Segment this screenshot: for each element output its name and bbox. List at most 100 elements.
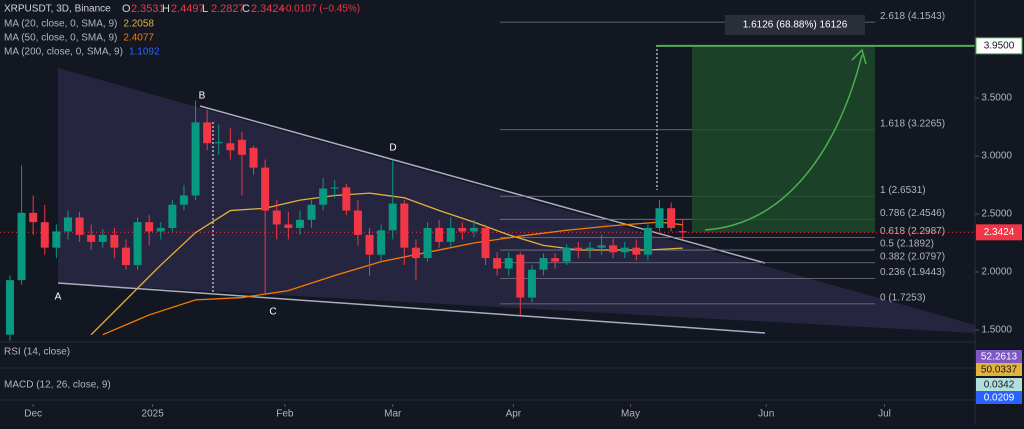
y-tick-label: 2.0000 [981, 267, 1012, 278]
candle-body [458, 227, 467, 232]
ohlc-value: 2.3424 [251, 3, 285, 15]
resistance-line [199, 105, 766, 264]
projection-arrow [704, 54, 863, 231]
fib-label: 0.236 (1.9443) [880, 267, 945, 278]
candle-body [98, 234, 107, 242]
candle-body [423, 227, 432, 259]
candle-body [411, 247, 420, 259]
legend-value: 2.4077 [123, 33, 154, 44]
rsi-label: RSI (14, close) [4, 347, 70, 358]
symbol-title: XRPUSDT, 3D, Binance [4, 4, 111, 15]
candle-body [435, 227, 444, 242]
candle-body [5, 280, 14, 335]
legend-entry: MA (200, close, 0, SMA, 9) [4, 47, 123, 58]
candle-body [261, 167, 270, 211]
candle-body [632, 247, 641, 255]
candle-body [609, 245, 618, 253]
legend-value: 1.1092 [129, 47, 160, 58]
candle-body [504, 258, 513, 269]
x-tick-label: May [621, 409, 640, 420]
macd-label: MACD (12, 26, close, 9) [4, 380, 111, 391]
candle-body [527, 269, 536, 298]
candle-body [237, 139, 246, 155]
indicator-badge [976, 350, 1022, 363]
candle-body [574, 247, 583, 250]
candle-body [168, 204, 177, 228]
candle-body [400, 203, 409, 248]
price-label: 2.3424 [984, 227, 1015, 238]
arrow-head [851, 48, 867, 65]
candle-body [678, 231, 687, 233]
fib-label: 0.786 (2.4546) [880, 208, 945, 219]
support-line [57, 282, 766, 334]
ohlc-key: C [242, 3, 250, 15]
change: −0.0107 (−0.45%) [280, 4, 360, 15]
indicator-badge [976, 378, 1022, 391]
candle-body [585, 247, 594, 250]
candle-body [342, 187, 351, 211]
x-tick-label: Jun [758, 409, 774, 420]
indicator-value: 0.0342 [984, 380, 1015, 391]
ohlc-key: H [162, 3, 170, 15]
indicator-badge [976, 391, 1022, 404]
candle-body [249, 147, 258, 168]
candle-body [191, 122, 200, 196]
y-tick-label: 1.5000 [981, 325, 1012, 336]
triangle-zone [58, 68, 975, 333]
ohlc-value: 2.3531 [131, 3, 165, 15]
point-label: A [55, 292, 62, 303]
indicator-value: 52.2613 [981, 352, 1018, 363]
fib-label: 0.382 (2.0797) [880, 251, 945, 262]
candle-body [516, 254, 525, 298]
candle-body [388, 203, 397, 231]
candle-body [493, 258, 502, 269]
target-label: 3.9500 [984, 40, 1015, 51]
candle-body [667, 208, 676, 228]
fib-label: 2.618 (4.1543) [880, 11, 945, 22]
indicator-value: 0.0209 [984, 393, 1015, 404]
x-tick-label: 2025 [142, 409, 165, 420]
candle-body [272, 210, 281, 225]
target-zone [692, 45, 875, 233]
candle-body [203, 122, 212, 144]
fib-label: 1.618 (3.2265) [880, 118, 945, 129]
fib-label: 0 (1.7253) [880, 293, 926, 304]
y-tick-label: 3.0000 [981, 151, 1012, 162]
candle-body [52, 231, 61, 248]
candle-body [365, 234, 374, 255]
fib-label: 0.5 (2.1892) [880, 239, 934, 250]
candle-body [179, 195, 188, 205]
candle-body [75, 217, 84, 235]
candle-body [481, 227, 490, 259]
ohlc-key: L [202, 3, 208, 15]
point-label: D [389, 143, 396, 154]
legend-entry: MA (20, close, 0, SMA, 9) [4, 19, 117, 30]
candle-body [330, 187, 339, 189]
x-tick-label: Dec [24, 409, 42, 420]
candle-body [469, 227, 478, 232]
candle-body [29, 212, 38, 223]
candle-body [87, 234, 96, 242]
candle-body [307, 204, 316, 220]
x-tick-label: Mar [384, 409, 402, 420]
x-tick-label: Apr [506, 409, 522, 420]
candle-body [377, 230, 386, 255]
measure-label: 1.6126 (68.88%) 16126 [743, 20, 848, 31]
candle-body [562, 247, 571, 262]
candle-body [597, 245, 606, 248]
candle-body [655, 208, 664, 228]
point-label: C [269, 307, 276, 318]
candle-body [145, 222, 154, 232]
price-badge [976, 224, 1022, 241]
candle-body [226, 143, 235, 151]
candle-body [353, 210, 362, 235]
y-tick-label: 3.5000 [981, 93, 1012, 104]
indicator-value: 50.0337 [981, 365, 1018, 376]
point-label: B [199, 91, 206, 102]
candle-body [643, 227, 652, 255]
x-tick-label: Feb [276, 409, 294, 420]
candle-body [539, 258, 548, 270]
candle-body [214, 142, 223, 144]
candle-body [319, 188, 328, 205]
